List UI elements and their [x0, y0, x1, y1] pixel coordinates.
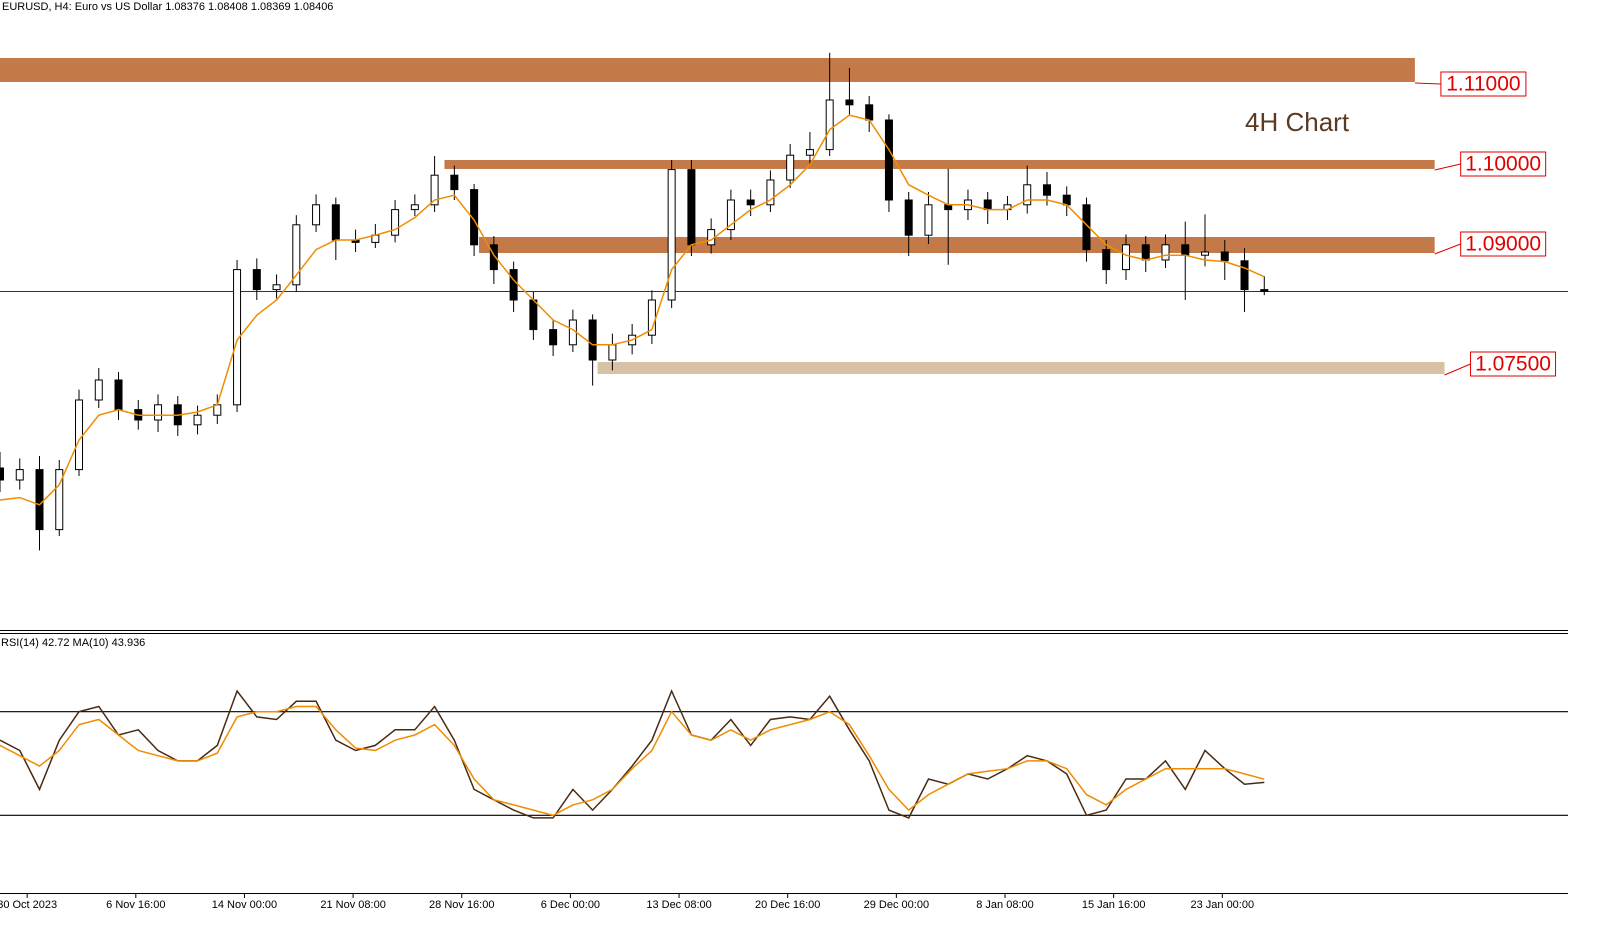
zone	[444, 160, 1435, 169]
candle-body	[1062, 194, 1071, 206]
x-tick-label: 13 Dec 08:00	[646, 899, 711, 911]
candle-body	[1181, 244, 1190, 256]
rsi-line	[0, 705, 1265, 817]
x-tick-label: 20 Dec 16:00	[755, 899, 820, 911]
candle-body	[252, 269, 261, 291]
candle-body	[825, 99, 834, 151]
zone-connector	[1444, 363, 1471, 376]
level-label: 1.07500	[1475, 353, 1551, 376]
candle-body	[845, 99, 854, 106]
candle-body	[983, 199, 992, 211]
candle-body	[766, 179, 775, 206]
candle-body	[1161, 244, 1170, 261]
rsi-panel: 30 Oct 2023 6 Nov 16:00 14 Nov 00:00 21 Nov…	[0, 689, 1568, 911]
candle-body	[1082, 204, 1091, 251]
zone	[0, 58, 1415, 82]
rsi-line	[0, 689, 1265, 819]
price-panel	[0, 52, 1568, 551]
candle-body	[608, 344, 617, 361]
candle-body	[292, 224, 301, 286]
chart-header: EURUSD, H4: Euro vs US Dollar 1.08376 1.…	[2, 1, 333, 13]
candle-body	[1102, 249, 1111, 271]
zone-connector	[1434, 243, 1461, 255]
level-label: 1.10000	[1465, 153, 1541, 176]
candle-body	[1023, 184, 1032, 206]
candle-body	[1141, 244, 1150, 261]
zone	[597, 362, 1445, 374]
candle-body	[331, 204, 340, 241]
candle-body	[430, 174, 439, 206]
candle-body	[1220, 251, 1229, 262]
candle-body	[529, 299, 538, 331]
candle-body	[865, 104, 874, 121]
candle-body	[588, 319, 597, 361]
candle-body	[805, 149, 814, 156]
level-label-box	[1460, 151, 1547, 177]
candle-body	[786, 154, 795, 181]
candle-body	[1121, 244, 1130, 271]
candle-body	[0, 467, 4, 481]
level-label: 1.11000	[1446, 73, 1520, 96]
candle-body	[1240, 260, 1249, 291]
candle-body	[509, 269, 518, 301]
candle-body	[549, 329, 558, 346]
level-label-box	[1460, 231, 1547, 257]
candle-body	[1201, 251, 1210, 256]
candle-body	[470, 189, 479, 246]
zone-connector	[1414, 82, 1441, 85]
candle-body	[35, 469, 44, 531]
x-tick-label: 6 Nov 16:00	[106, 899, 165, 911]
candle-body	[667, 169, 676, 301]
x-tick-label: 8 Jan 08:00	[976, 899, 1034, 911]
candle-body	[1042, 184, 1051, 196]
candle-body	[312, 204, 321, 226]
x-tick-label: 21 Nov 08:00	[320, 899, 385, 911]
candle-body	[154, 404, 163, 421]
candle-body	[193, 414, 202, 426]
x-tick-label: 23 Jan 00:00	[1190, 899, 1254, 911]
candle-body	[450, 174, 459, 191]
candle-body	[924, 204, 933, 236]
candle-body	[884, 119, 893, 201]
candle-body	[391, 209, 400, 236]
rsi-header: RSI(14) 42.72 MA(10) 43.936	[1, 637, 145, 649]
x-tick-label: 15 Jan 16:00	[1082, 899, 1146, 911]
x-tick-label: 6 Dec 00:00	[541, 899, 600, 911]
candle-body	[410, 204, 419, 211]
candle-body	[15, 469, 24, 481]
x-tick-label: 14 Nov 00:00	[212, 899, 277, 911]
candle-body	[687, 169, 696, 246]
level-label-box	[1440, 71, 1527, 97]
zones: 1.11000 1.10000 1.09000 1.07500	[0, 58, 1557, 377]
zone	[479, 237, 1435, 253]
candle-body	[94, 379, 103, 401]
x-tick-label: 30 Oct 2023	[0, 899, 57, 911]
x-tick-label: 28 Nov 16:00	[429, 899, 494, 911]
level-label: 1.09000	[1465, 233, 1541, 256]
annotation: 4H Chart	[1245, 107, 1350, 137]
moving-average	[0, 114, 1265, 506]
candle-body	[904, 199, 913, 236]
candle-body	[55, 469, 64, 531]
zone-connector	[1434, 163, 1461, 171]
candle-body	[746, 199, 755, 206]
candle-body	[114, 379, 123, 411]
level-label-box	[1470, 351, 1557, 377]
candle-body	[726, 199, 735, 231]
x-tick-label: 29 Dec 00:00	[864, 899, 929, 911]
candle-body	[489, 244, 498, 271]
candle-body	[75, 399, 84, 471]
candle-body	[272, 284, 281, 291]
candle-body	[1260, 289, 1269, 293]
candle-body	[233, 269, 242, 406]
